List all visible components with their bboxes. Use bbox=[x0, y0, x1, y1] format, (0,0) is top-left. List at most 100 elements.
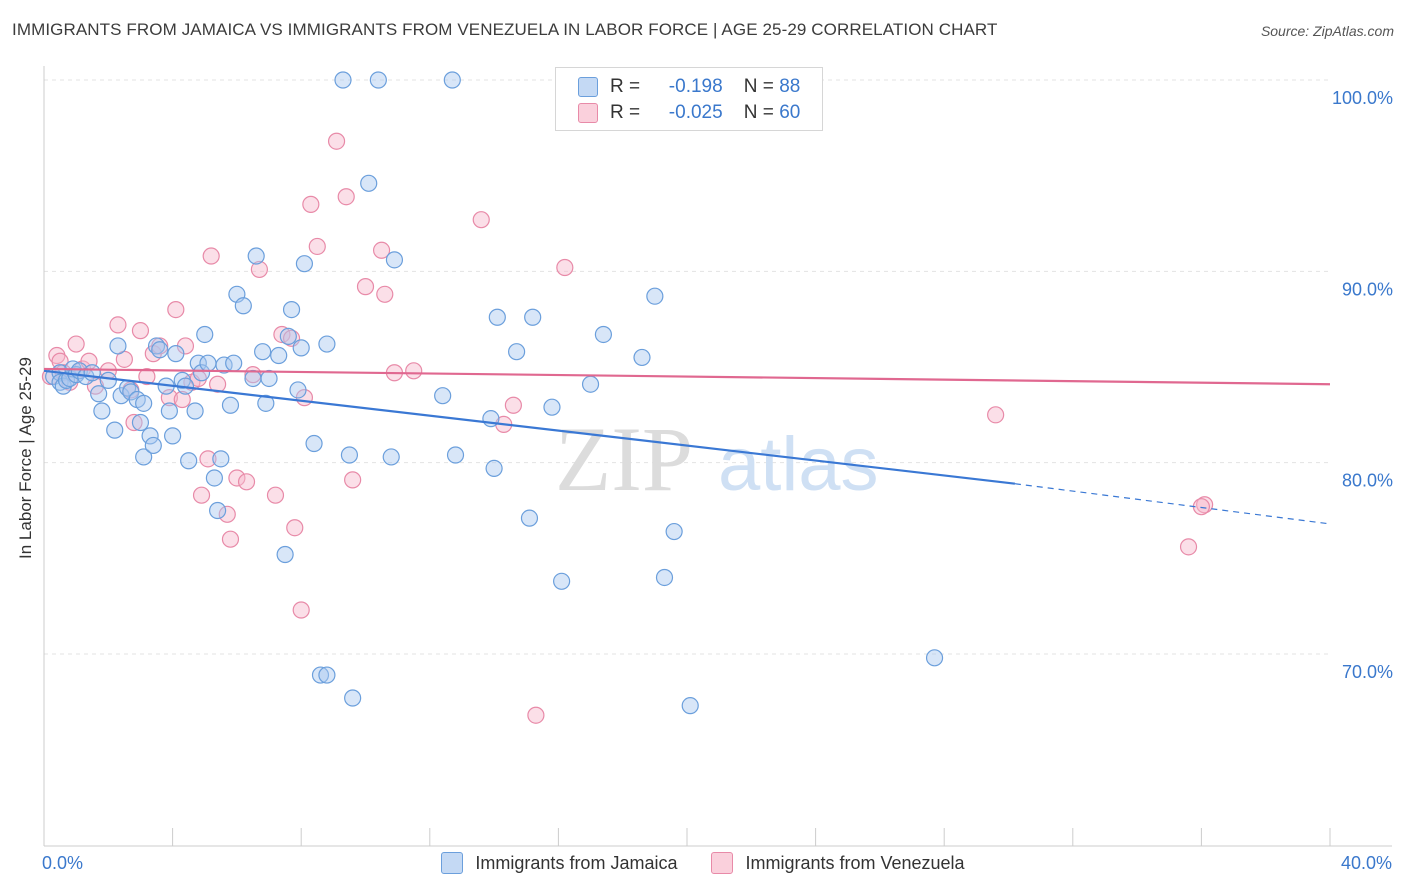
venezuela-point bbox=[372, 241, 391, 259]
jamaica-point bbox=[508, 343, 526, 361]
venezuela-point bbox=[405, 362, 423, 380]
jamaica-point bbox=[221, 396, 240, 414]
jamaica-point bbox=[254, 343, 272, 361]
legend-r-value-venezuela: -0.025 bbox=[668, 102, 723, 123]
x-tick-max: 40.0% bbox=[1340, 853, 1392, 873]
jamaica-point bbox=[318, 666, 336, 684]
jamaica-point bbox=[925, 649, 944, 667]
jamaica-point bbox=[295, 255, 314, 273]
series-legend: Immigrants from Jamaica Immigrants from … bbox=[0, 852, 1406, 874]
venezuela-point bbox=[987, 406, 1005, 424]
jamaica-point bbox=[167, 345, 185, 363]
jamaica-swatch bbox=[578, 77, 598, 97]
jamaica-point bbox=[681, 697, 699, 715]
venezuela-point bbox=[173, 390, 191, 409]
jamaica-point bbox=[135, 394, 153, 412]
jamaica-point bbox=[135, 448, 153, 466]
jamaica-point bbox=[90, 385, 108, 403]
jamaica-point bbox=[360, 174, 378, 192]
y-tick-label: 100.0% bbox=[1332, 88, 1393, 108]
series-legend-venezuela[interactable]: Immigrants from Venezuela bbox=[711, 852, 965, 874]
venezuela-point bbox=[292, 601, 310, 619]
venezuela-point bbox=[308, 237, 326, 256]
jamaica-point bbox=[260, 369, 278, 388]
venezuela-point bbox=[209, 375, 227, 393]
series-name-venezuela: Immigrants from Venezuela bbox=[745, 852, 965, 873]
jamaica-point bbox=[199, 354, 217, 372]
venezuela-point bbox=[218, 505, 236, 523]
venezuela-point bbox=[167, 301, 185, 319]
venezuela-point bbox=[286, 519, 304, 537]
y-axis-label: In Labor Force | Age 25-29 bbox=[16, 357, 35, 559]
x-tick-min: 0.0% bbox=[42, 853, 84, 873]
jamaica-point bbox=[279, 327, 297, 345]
jamaica-point bbox=[131, 413, 150, 432]
jamaica-point bbox=[543, 398, 561, 416]
venezuela-point bbox=[472, 211, 490, 229]
jamaica-point bbox=[594, 325, 613, 344]
venezuela-point bbox=[356, 278, 375, 296]
jamaica-point bbox=[270, 346, 288, 365]
jamaica-point bbox=[485, 459, 503, 478]
venezuela-point bbox=[1192, 498, 1211, 516]
venezuela-point bbox=[228, 469, 246, 487]
jamaica-point bbox=[192, 364, 211, 382]
venezuela-point bbox=[109, 316, 127, 334]
jamaica-point bbox=[93, 402, 111, 420]
jamaica-point bbox=[382, 448, 400, 466]
jamaica-point bbox=[305, 434, 323, 453]
jamaica-point bbox=[446, 446, 465, 464]
jamaica-point bbox=[225, 354, 243, 372]
jamaica-point bbox=[160, 402, 178, 420]
jamaica-point bbox=[257, 394, 275, 412]
jamaica-point bbox=[282, 301, 301, 319]
jamaica-point bbox=[196, 325, 214, 344]
jamaica-point bbox=[553, 572, 571, 590]
jamaica-point bbox=[186, 402, 204, 420]
jamaica-point bbox=[106, 421, 124, 439]
jamaica-point bbox=[141, 427, 159, 445]
jamaica-point bbox=[318, 335, 336, 353]
venezuela-point bbox=[344, 471, 362, 489]
venezuela-point bbox=[250, 260, 269, 279]
jamaica-trend-extension bbox=[1014, 483, 1331, 525]
venezuela-point bbox=[125, 413, 143, 432]
jamaica-point bbox=[289, 381, 307, 399]
jamaica-point bbox=[311, 666, 330, 684]
venezuela-point bbox=[199, 450, 217, 468]
jamaica-point bbox=[434, 387, 452, 405]
venezuela-point bbox=[504, 396, 522, 414]
jamaica-point bbox=[109, 337, 127, 355]
legend-row-venezuela: R = -0.025 N = 60 bbox=[578, 101, 800, 125]
venezuela-point bbox=[138, 367, 156, 386]
correlation-legend: R = -0.198 N = 88 R = -0.025 N = 60 bbox=[555, 67, 823, 131]
venezuela-points bbox=[41, 71, 1214, 724]
jamaica-point bbox=[655, 568, 674, 587]
jamaica-point bbox=[247, 247, 265, 265]
jamaica-point bbox=[443, 71, 461, 89]
jamaica-point bbox=[665, 522, 683, 541]
jamaica-point bbox=[276, 545, 294, 564]
jamaica-point bbox=[334, 71, 352, 89]
y-tick-label: 80.0% bbox=[1342, 471, 1393, 491]
legend-r-label: R = bbox=[610, 76, 641, 97]
series-name-jamaica: Immigrants from Jamaica bbox=[475, 852, 678, 873]
jamaica-point bbox=[646, 287, 664, 305]
venezuela-point bbox=[527, 706, 545, 724]
jamaica-point bbox=[633, 348, 651, 367]
jamaica-point bbox=[234, 297, 252, 315]
jamaica-point bbox=[151, 341, 169, 359]
venezuela-point bbox=[192, 486, 211, 504]
jamaica-point bbox=[180, 452, 198, 470]
venezuela-point bbox=[337, 188, 355, 206]
jamaica-legend-swatch bbox=[441, 852, 464, 874]
watermark-zip: ZIP bbox=[555, 408, 693, 510]
jamaica-point bbox=[244, 369, 262, 388]
jamaica-point bbox=[99, 371, 117, 389]
venezuela-point bbox=[556, 258, 574, 277]
venezuela-point bbox=[221, 530, 240, 548]
venezuela-point bbox=[202, 247, 220, 265]
series-legend-jamaica[interactable]: Immigrants from Jamaica bbox=[441, 852, 677, 874]
axes bbox=[43, 66, 1392, 847]
